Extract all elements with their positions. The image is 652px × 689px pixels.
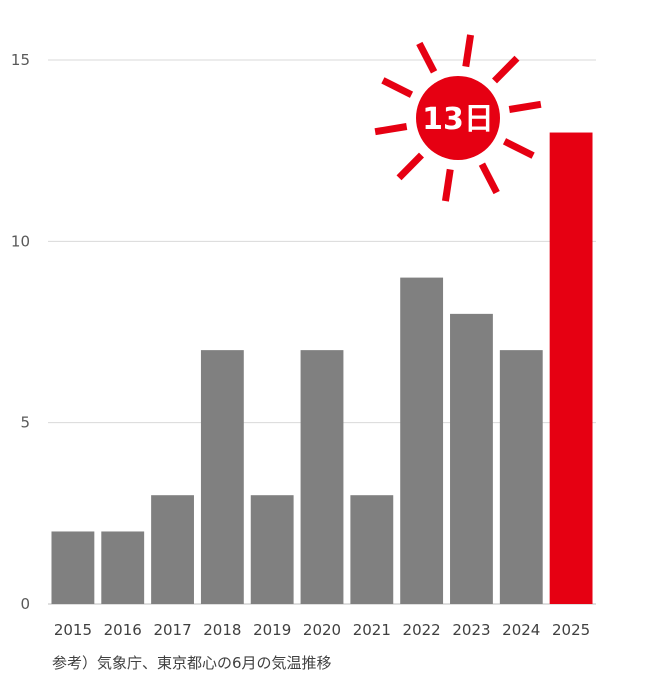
- x-tick-label: 2024: [502, 621, 540, 639]
- bar-2024: [499, 350, 543, 604]
- x-tick-label: 2016: [104, 621, 142, 639]
- sun-ray: [381, 77, 414, 98]
- y-axis-ticks: 0 5 10 15: [11, 51, 30, 613]
- y-tick-label: 15: [11, 51, 30, 69]
- sun-icon: [416, 76, 500, 160]
- bar-2015: [51, 531, 95, 604]
- bars: [51, 132, 593, 605]
- sun-badge-label: 13日: [422, 102, 494, 137]
- sun-ray: [396, 152, 424, 181]
- x-tick-label: 2019: [253, 621, 291, 639]
- bar-2020: [300, 350, 344, 604]
- x-tick-label: 2015: [54, 621, 92, 639]
- x-tick-label: 2018: [203, 621, 241, 639]
- y-tick-label: 0: [20, 595, 30, 613]
- bar-2025: [549, 132, 593, 605]
- sun-ray: [492, 55, 520, 84]
- bar-2021: [350, 495, 394, 604]
- source-note: 参考）気象庁、東京都心の6月の気温推移: [52, 654, 332, 672]
- bar-2016: [101, 531, 145, 604]
- y-tick-label: 10: [11, 232, 30, 250]
- bar-2022: [400, 277, 444, 604]
- x-tick-label: 2017: [153, 621, 191, 639]
- sun-rays: [374, 34, 542, 202]
- bar-2018: [200, 350, 244, 604]
- sun-ray: [502, 138, 535, 159]
- bar-2019: [250, 495, 294, 604]
- sun-ray: [374, 123, 408, 136]
- x-tick-label: 2022: [403, 621, 441, 639]
- bar-2017: [151, 495, 194, 604]
- sun-ray: [416, 41, 438, 74]
- sun-ray: [441, 168, 454, 202]
- sun-ray: [508, 100, 542, 113]
- sun-badge: 13日: [374, 34, 542, 202]
- x-axis-ticks: 2015 2016 2017 2018 2019 2020 2021 2022 2023 2024…: [54, 621, 590, 639]
- x-tick-label: 2023: [452, 621, 490, 639]
- x-tick-label: 2020: [303, 621, 341, 639]
- y-tick-label: 5: [20, 414, 30, 432]
- sun-ray: [462, 34, 475, 68]
- x-tick-label: 2025: [552, 621, 590, 639]
- sun-ray: [478, 162, 500, 195]
- x-tick-label: 2021: [353, 621, 391, 639]
- bar-2023: [450, 313, 493, 604]
